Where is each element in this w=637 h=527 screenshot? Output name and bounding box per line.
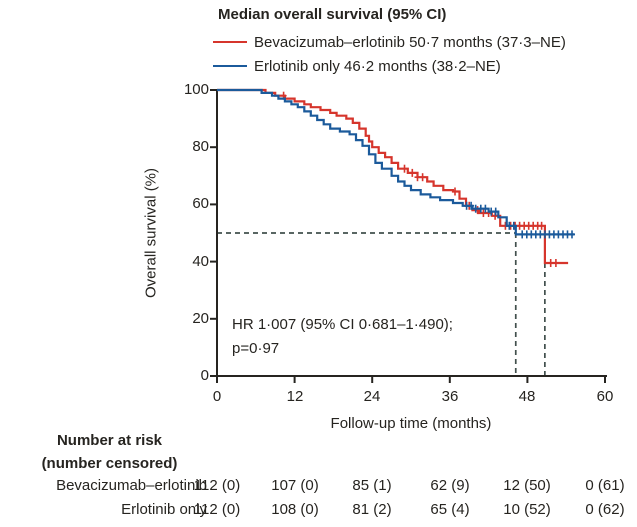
risk-cell: 0 (61): [585, 477, 625, 494]
y-tick-label-40: 40: [192, 253, 209, 270]
risk-cell: 65 (4): [430, 501, 470, 518]
risk-cell: 112 (0): [193, 501, 241, 518]
x-tick-label-12: 12: [286, 388, 304, 405]
risk-table-header-line1: Number at risk: [56, 432, 163, 449]
risk-row-label-erlotinib-only: Erlotinib only: [121, 501, 207, 518]
risk-cell: 12 (50): [503, 477, 551, 494]
risk-cell: 62 (9): [430, 477, 470, 494]
risk-cell: 0 (62): [585, 501, 625, 518]
y-tick-label-60: 60: [192, 195, 209, 212]
risk-cell: 85 (1): [352, 477, 392, 494]
hr-annotation-line1: HR 1·007 (95% CI 0·681–1·490);: [232, 316, 453, 333]
risk-cell: 10 (52): [503, 501, 551, 518]
risk-cell: 81 (2): [352, 501, 392, 518]
risk-table-header-line2: (number censored): [41, 455, 178, 472]
legend-entry-erlotinib-only: Erlotinib only 46·2 months (38·2–NE): [213, 54, 501, 78]
legend-label-bevacizumab-erlotinib: Bevacizumab–erlotinib 50·7 months (37·3–…: [254, 33, 566, 51]
risk-table-header: Number at risk (number censored): [12, 429, 207, 475]
x-tick-label-48: 48: [518, 388, 536, 405]
y-axis-title: Overall survival (%): [142, 167, 160, 299]
hr-annotation-line2: p=0·97: [232, 339, 280, 357]
legend-label-erlotinib-only: Erlotinib only 46·2 months (38·2–NE): [254, 57, 501, 75]
x-tick-label-24: 24: [363, 388, 381, 405]
y-tick-label-20: 20: [192, 310, 209, 327]
risk-row-label-bevacizumab-erlotinib: Bevacizumab–erlotinib: [56, 477, 207, 494]
legend-swatch-blue-line: [213, 64, 247, 68]
legend-title: Median overall survival (95% CI): [218, 6, 447, 23]
x-tick-label-60: 60: [596, 388, 614, 405]
x-axis-title: Follow-up time (months): [330, 415, 492, 432]
x-tick-label-0: 0: [212, 388, 222, 405]
hr-annotation: HR 1·007 (95% CI 0·681–1·490); p=0·97: [232, 313, 453, 360]
legend-entry-bevacizumab-erlotinib: Bevacizumab–erlotinib 50·7 months (37·3–…: [213, 30, 566, 54]
risk-cell: 108 (0): [271, 501, 319, 518]
y-tick-label-100: 100: [183, 81, 209, 98]
y-tick-label-0: 0: [200, 367, 209, 384]
risk-cell: 112 (0): [193, 477, 241, 494]
risk-cell: 107 (0): [271, 477, 319, 494]
legend-swatch-red-line: [213, 40, 247, 44]
x-tick-label-36: 36: [441, 388, 459, 405]
y-tick-label-80: 80: [192, 138, 209, 155]
